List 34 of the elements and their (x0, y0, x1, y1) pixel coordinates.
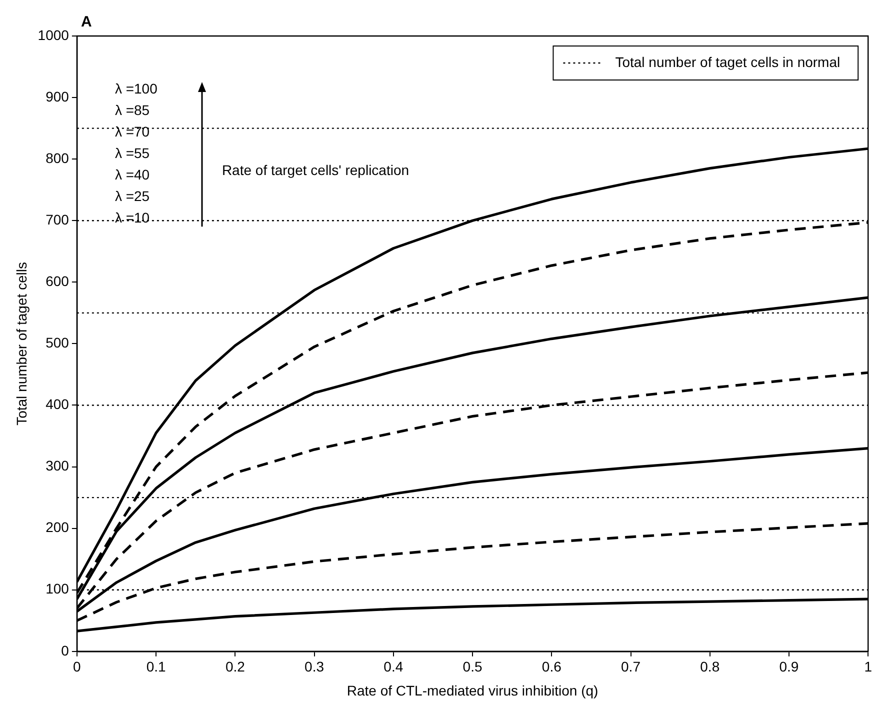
x-tick-label: 0.5 (462, 658, 482, 675)
y-tick-label: 400 (46, 396, 70, 412)
annotation: λ =25 (114, 188, 150, 204)
x-tick-label: 0.9 (779, 658, 799, 675)
x-tick-label: 0.8 (700, 658, 720, 675)
y-tick-label: 1000 (38, 26, 70, 43)
annotation: λ =55 (114, 145, 150, 162)
annotation: λ =70 (114, 123, 150, 140)
y-tick-label: 600 (46, 273, 70, 290)
legend-label: Total number of taget cells in normal (615, 54, 840, 70)
x-tick-label: 0.6 (542, 658, 562, 675)
annotation: Rate of target cells' replication (222, 162, 410, 178)
x-tick-label: 0.2 (225, 658, 246, 675)
y-tick-label: 0 (61, 642, 70, 658)
y-tick-label: 300 (46, 458, 70, 474)
y-tick-label: 100 (46, 580, 70, 597)
x-tick-label: 0 (73, 658, 82, 675)
x-axis-title: Rate of CTL-mediated virus inhibition (q) (346, 682, 598, 698)
y-tick-label: 700 (46, 211, 70, 228)
x-tick-label: 0.7 (621, 658, 641, 675)
annotation: λ =100 (114, 80, 158, 96)
y-tick-label: 900 (46, 88, 70, 104)
x-tick-label: 1 (864, 658, 872, 675)
annotation: λ =85 (114, 102, 150, 118)
chart-title: A (80, 14, 92, 31)
annotation: λ =40 (114, 166, 150, 183)
annotation: λ =10 (114, 210, 150, 226)
y-axis-title: Total number of taget cells (13, 262, 30, 426)
x-tick-label: 0.3 (304, 658, 324, 675)
x-tick-label: 0.4 (384, 658, 404, 675)
y-tick-label: 800 (46, 150, 70, 166)
y-tick-label: 500 (46, 334, 70, 351)
y-tick-label: 200 (46, 519, 70, 536)
x-tick-label: 0.1 (146, 658, 166, 675)
